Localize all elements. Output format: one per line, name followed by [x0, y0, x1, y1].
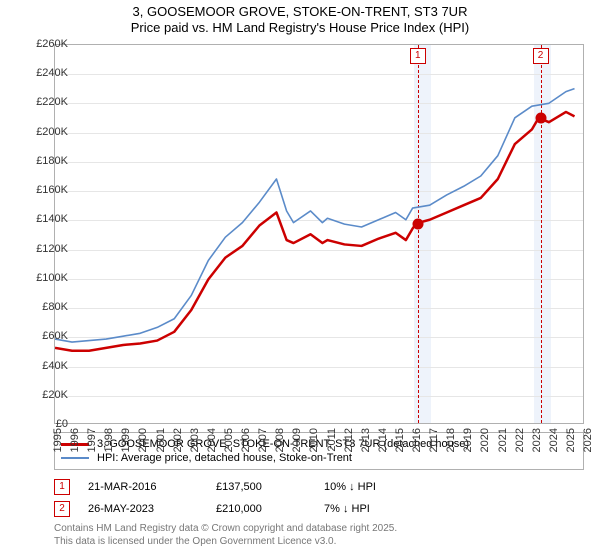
chart-container: 3, GOOSEMOOR GROVE, STOKE-ON-TRENT, ST3 … [0, 0, 600, 560]
x-tick-label: 2009 [291, 428, 303, 452]
plot-area: 12 [54, 44, 584, 424]
x-tick-label: 2006 [240, 428, 252, 452]
legend-row: HPI: Average price, detached house, Stok… [61, 451, 577, 465]
event-row: 1 21-MAR-2016 £137,500 10% ↓ HPI [54, 476, 584, 498]
y-tick-label: £20K [20, 389, 68, 401]
y-tick-label: £200K [20, 126, 68, 138]
y-tick-label: £120K [20, 243, 68, 255]
x-tick-label: 2010 [308, 428, 320, 452]
series-line [55, 89, 575, 342]
event-index: 1 [54, 479, 70, 495]
event-price: £210,000 [216, 503, 306, 515]
event-index: 2 [54, 501, 70, 517]
chart-title: 3, GOOSEMOOR GROVE, STOKE-ON-TRENT, ST3 … [0, 0, 600, 37]
x-tick-label: 2000 [137, 428, 149, 452]
line-plot-svg [55, 45, 583, 424]
event-hpi-delta: 7% ↓ HPI [324, 503, 444, 515]
footer-line-1: Contains HM Land Registry data © Crown c… [54, 523, 397, 534]
y-tick-label: £240K [20, 67, 68, 79]
y-tick-label: £60K [20, 330, 68, 342]
x-tick-label: 2020 [479, 428, 491, 452]
x-tick-label: 2001 [155, 428, 167, 452]
event-price: £137,500 [216, 481, 306, 493]
x-tick-label: 1995 [52, 428, 64, 452]
y-tick-label: £100K [20, 272, 68, 284]
y-tick-label: £40K [20, 360, 68, 372]
x-tick-label: 2014 [377, 428, 389, 452]
y-tick-label: £140K [20, 213, 68, 225]
x-tick-label: 1999 [120, 428, 132, 452]
y-tick-label: £80K [20, 301, 68, 313]
y-tick-label: £260K [20, 38, 68, 50]
title-line-1: 3, GOOSEMOOR GROVE, STOKE-ON-TRENT, ST3 … [133, 4, 468, 19]
x-tick-label: 1996 [69, 428, 81, 452]
x-tick-label: 2012 [343, 428, 355, 452]
x-tick-label: 2019 [462, 428, 474, 452]
event-table: 1 21-MAR-2016 £137,500 10% ↓ HPI 2 26-MAY-202… [54, 476, 584, 520]
series-line [55, 112, 575, 351]
x-tick-label: 2018 [445, 428, 457, 452]
x-tick-label: 2011 [326, 428, 338, 452]
x-tick-label: 2023 [531, 428, 543, 452]
x-tick-label: 2016 [411, 428, 423, 452]
event-date: 21-MAR-2016 [88, 481, 198, 493]
x-tick-label: 2025 [565, 428, 577, 452]
footer-line-2: This data is licensed under the Open Gov… [54, 536, 336, 547]
event-row: 2 26-MAY-2023 £210,000 7% ↓ HPI [54, 498, 584, 520]
x-tick-label: 2021 [497, 428, 509, 452]
x-tick-label: 2007 [257, 428, 269, 452]
y-tick-label: £160K [20, 184, 68, 196]
legend-swatch [61, 457, 89, 459]
x-tick-label: 2004 [206, 428, 218, 452]
x-tick-label: 2005 [223, 428, 235, 452]
x-tick-label: 2013 [360, 428, 372, 452]
event-date: 26-MAY-2023 [88, 503, 198, 515]
x-tick-label: 2002 [172, 428, 184, 452]
y-tick-label: £220K [20, 96, 68, 108]
x-tick-label: 1998 [103, 428, 115, 452]
event-hpi-delta: 10% ↓ HPI [324, 481, 444, 493]
x-tick-label: 1997 [86, 428, 98, 452]
x-tick-label: 2015 [394, 428, 406, 452]
x-tick-label: 2003 [189, 428, 201, 452]
title-line-2: Price paid vs. HM Land Registry's House … [131, 20, 469, 35]
x-tick-label: 2017 [428, 428, 440, 452]
x-tick-label: 2008 [274, 428, 286, 452]
x-tick-label: 2024 [548, 428, 560, 452]
footer-attribution: Contains HM Land Registry data © Crown c… [54, 522, 584, 548]
y-tick-label: £180K [20, 155, 68, 167]
x-tick-label: 2026 [582, 428, 594, 452]
legend-label: HPI: Average price, detached house, Stok… [97, 452, 352, 464]
x-tick-label: 2022 [514, 428, 526, 452]
